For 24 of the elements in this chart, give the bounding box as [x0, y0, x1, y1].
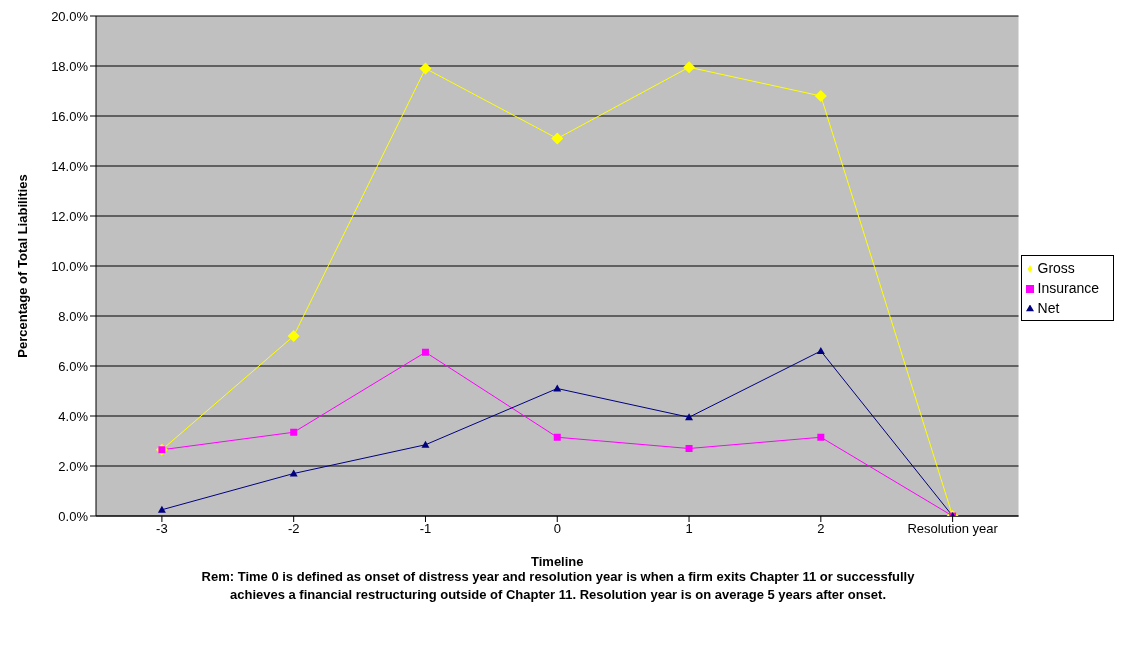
text: Rem: Time 0 is defined as onset of distress year and resolution year is when a firm exits Chapter 11 or successfully achieves a financial restructuring outside of Chapter 11. Resolution year is on average 5 years after onset. [200, 568, 916, 604]
y-tick-label: 12.0% [51, 208, 89, 224]
x-tick-label: -2 [287, 521, 300, 537]
y-tick-label: 0.0% [58, 508, 89, 524]
legend-label: Net [1037, 300, 1060, 316]
y-tick-label: 4.0% [58, 408, 89, 424]
x-tick-label: 1 [685, 521, 693, 537]
y-axis-title: Percentage of Total Liabilities [14, 174, 30, 358]
y-tick-label: 10.0% [51, 258, 89, 274]
x-tick-label: -1 [419, 521, 432, 537]
x-tick-label: 2 [817, 521, 825, 537]
x-tick-label: Resolution year [907, 521, 999, 537]
x-tick-label: -3 [156, 521, 168, 537]
y-tick-label: 16.0% [51, 108, 89, 124]
x-axis-title: Timeline [531, 554, 584, 569]
y-tick-label: 8.0% [58, 308, 89, 324]
y-tick-label: 20.0% [51, 8, 89, 24]
y-tick-label: 14.0% [51, 158, 89, 174]
y-tick-label: 18.0% [51, 58, 89, 74]
legend-label: Gross [1037, 260, 1075, 276]
y-tick-label: 6.0% [58, 358, 89, 374]
x-tick-label: 0 [553, 521, 561, 537]
y-tick-label: 2.0% [58, 458, 89, 474]
legend-label: Insurance [1037, 280, 1099, 296]
